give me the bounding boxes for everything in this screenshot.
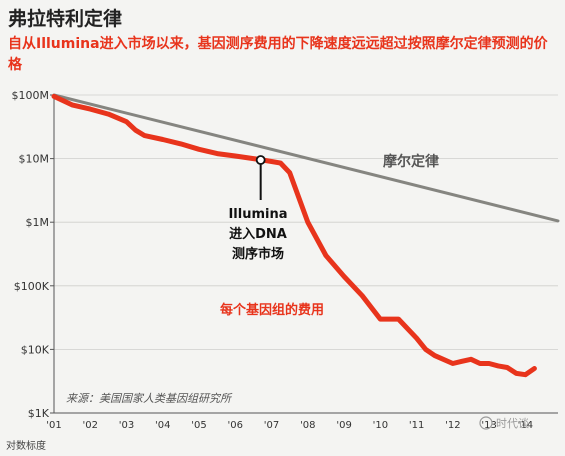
x-tick-label: '14: [518, 420, 533, 431]
y-tick-labels: $100M $10M $1M $100K $10K $1K: [12, 89, 50, 420]
x-tick-label: '13: [481, 420, 496, 431]
illumina-label-line-1: Illumina: [228, 207, 287, 222]
watermark-text: 时代谈: [496, 417, 529, 430]
source-note: 来源：美国国家人类基因组研究所: [66, 392, 233, 405]
cost-per-genome-label: 每个基因组的费用: [220, 302, 324, 318]
x-tick-label: '04: [155, 420, 170, 431]
y-tick-label: $100K: [14, 280, 50, 293]
moore-law-label: 摩尔定律: [383, 153, 439, 170]
grid-lines: [50, 94, 558, 414]
y-tick-label: $10K: [21, 343, 50, 356]
illumina-label-line-3: 测序市场: [232, 246, 284, 262]
series-group: [51, 93, 560, 378]
watermark: 时代谈: [479, 416, 529, 430]
x-tick-label: '02: [83, 420, 98, 431]
x-tick-label: '01: [46, 420, 61, 431]
series-line-1: [52, 93, 560, 223]
x-tick-label: '03: [119, 420, 134, 431]
series-line-0: [51, 93, 537, 378]
page-subtitle: 自从Illumina进入市场以来，基因测序费用的下降速度远远超过按照摩尔定律预测…: [8, 36, 548, 73]
x-tick-label: '11: [409, 420, 424, 431]
page-title: 弗拉特利定律: [8, 8, 123, 30]
log-scale-note: 对数标度: [6, 439, 46, 452]
x-tick-label: '06: [228, 420, 243, 431]
x-tick-label: '09: [336, 420, 351, 431]
y-tick-label: $100M: [12, 89, 50, 102]
y-tick-label: $10M: [19, 153, 50, 166]
x-tick-label: '05: [191, 420, 206, 431]
x-tick-labels: '01 '02 '03 '04 '05 '06 '07 '08 '09 '10 '11 '12 '13 '…: [46, 420, 533, 431]
x-tick-label: '10: [373, 420, 388, 431]
y-tick-label: $1M: [26, 216, 50, 229]
illumina-marker: [255, 155, 266, 165]
x-tick-label: '07: [264, 420, 279, 431]
x-tick-label: '08: [300, 420, 315, 431]
wechat-icon: [479, 416, 493, 430]
illumina-label-line-2: 进入DNA: [229, 227, 287, 242]
y-tick-label: $1K: [28, 407, 50, 420]
x-tick-label: '12: [445, 420, 460, 431]
